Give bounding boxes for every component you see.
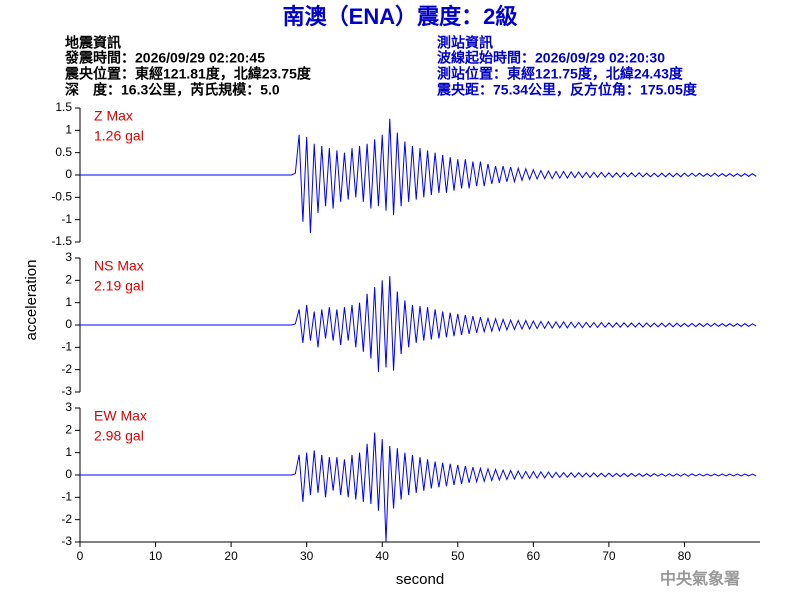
annotation: NS Max — [94, 258, 144, 274]
y-tick-label: 2 — [65, 423, 72, 437]
annotation: 2.19 gal — [94, 278, 144, 294]
info-line: 深 度：16.3公里，芮氏規模：5.0 — [65, 82, 280, 98]
info-line: 震央位置：東經121.81度，北緯23.75度 — [64, 66, 312, 82]
footer: 中央氣象署 — [660, 569, 740, 588]
waveform — [80, 118, 757, 234]
y-tick-label: -1.5 — [51, 234, 72, 248]
y-tick-label: 1 — [65, 295, 72, 309]
y-tick-label: -3 — [61, 384, 72, 398]
chart-title: 南澳（ENA）震度：2級 — [283, 4, 518, 29]
y-tick-label: -1 — [61, 340, 72, 354]
y-tick-label: 3 — [65, 400, 72, 414]
x-tick-label: 10 — [149, 549, 163, 563]
info-line: 地震資訊 — [65, 35, 121, 51]
annotation: EW Max — [94, 408, 147, 424]
x-tick-label: 20 — [224, 549, 238, 563]
y-tick-label: 1 — [65, 445, 72, 459]
y-tick-label: -1 — [61, 212, 72, 226]
x-tick-label: 80 — [678, 549, 692, 563]
y-tick-label: -0.5 — [51, 190, 72, 204]
info-line: 發震時間：2026/09/29 02:20:45 — [64, 50, 265, 66]
x-tick-label: 30 — [300, 549, 314, 563]
info-line: 測站資訊 — [437, 35, 493, 51]
x-axis-label: second — [396, 571, 444, 588]
info-line: 震央距：75.34公里，反方位角：175.05度 — [436, 82, 698, 98]
y-tick-label: 0 — [65, 167, 72, 181]
annotation: 1.26 gal — [94, 128, 144, 144]
info-line: 波線起始時間：2026/09/29 02:20:30 — [437, 50, 665, 66]
y-tick-label: 3 — [65, 250, 72, 264]
x-tick-label: 60 — [527, 549, 541, 563]
y-axis-label: acceleration — [23, 260, 40, 341]
y-tick-label: 1.5 — [55, 100, 72, 114]
annotation: Z Max — [94, 108, 133, 124]
y-tick-label: 0 — [65, 317, 72, 331]
x-tick-label: 40 — [376, 549, 390, 563]
y-tick-label: -1 — [61, 490, 72, 504]
y-tick-label: 0.5 — [55, 145, 72, 159]
waveform — [80, 432, 757, 542]
x-tick-label: 50 — [451, 549, 465, 563]
annotation: 2.98 gal — [94, 428, 144, 444]
y-tick-label: 2 — [65, 273, 72, 287]
waveform — [80, 276, 757, 372]
y-tick-label: 1 — [65, 123, 72, 137]
y-tick-label: -2 — [61, 512, 72, 526]
info-line: 測站位置：東經121.75度，北緯24.43度 — [437, 66, 684, 82]
y-tick-label: -3 — [61, 534, 72, 548]
x-tick-label: 70 — [602, 549, 616, 563]
x-tick-label: 0 — [77, 549, 84, 563]
y-tick-label: 0 — [65, 467, 72, 481]
y-tick-label: -2 — [61, 362, 72, 376]
